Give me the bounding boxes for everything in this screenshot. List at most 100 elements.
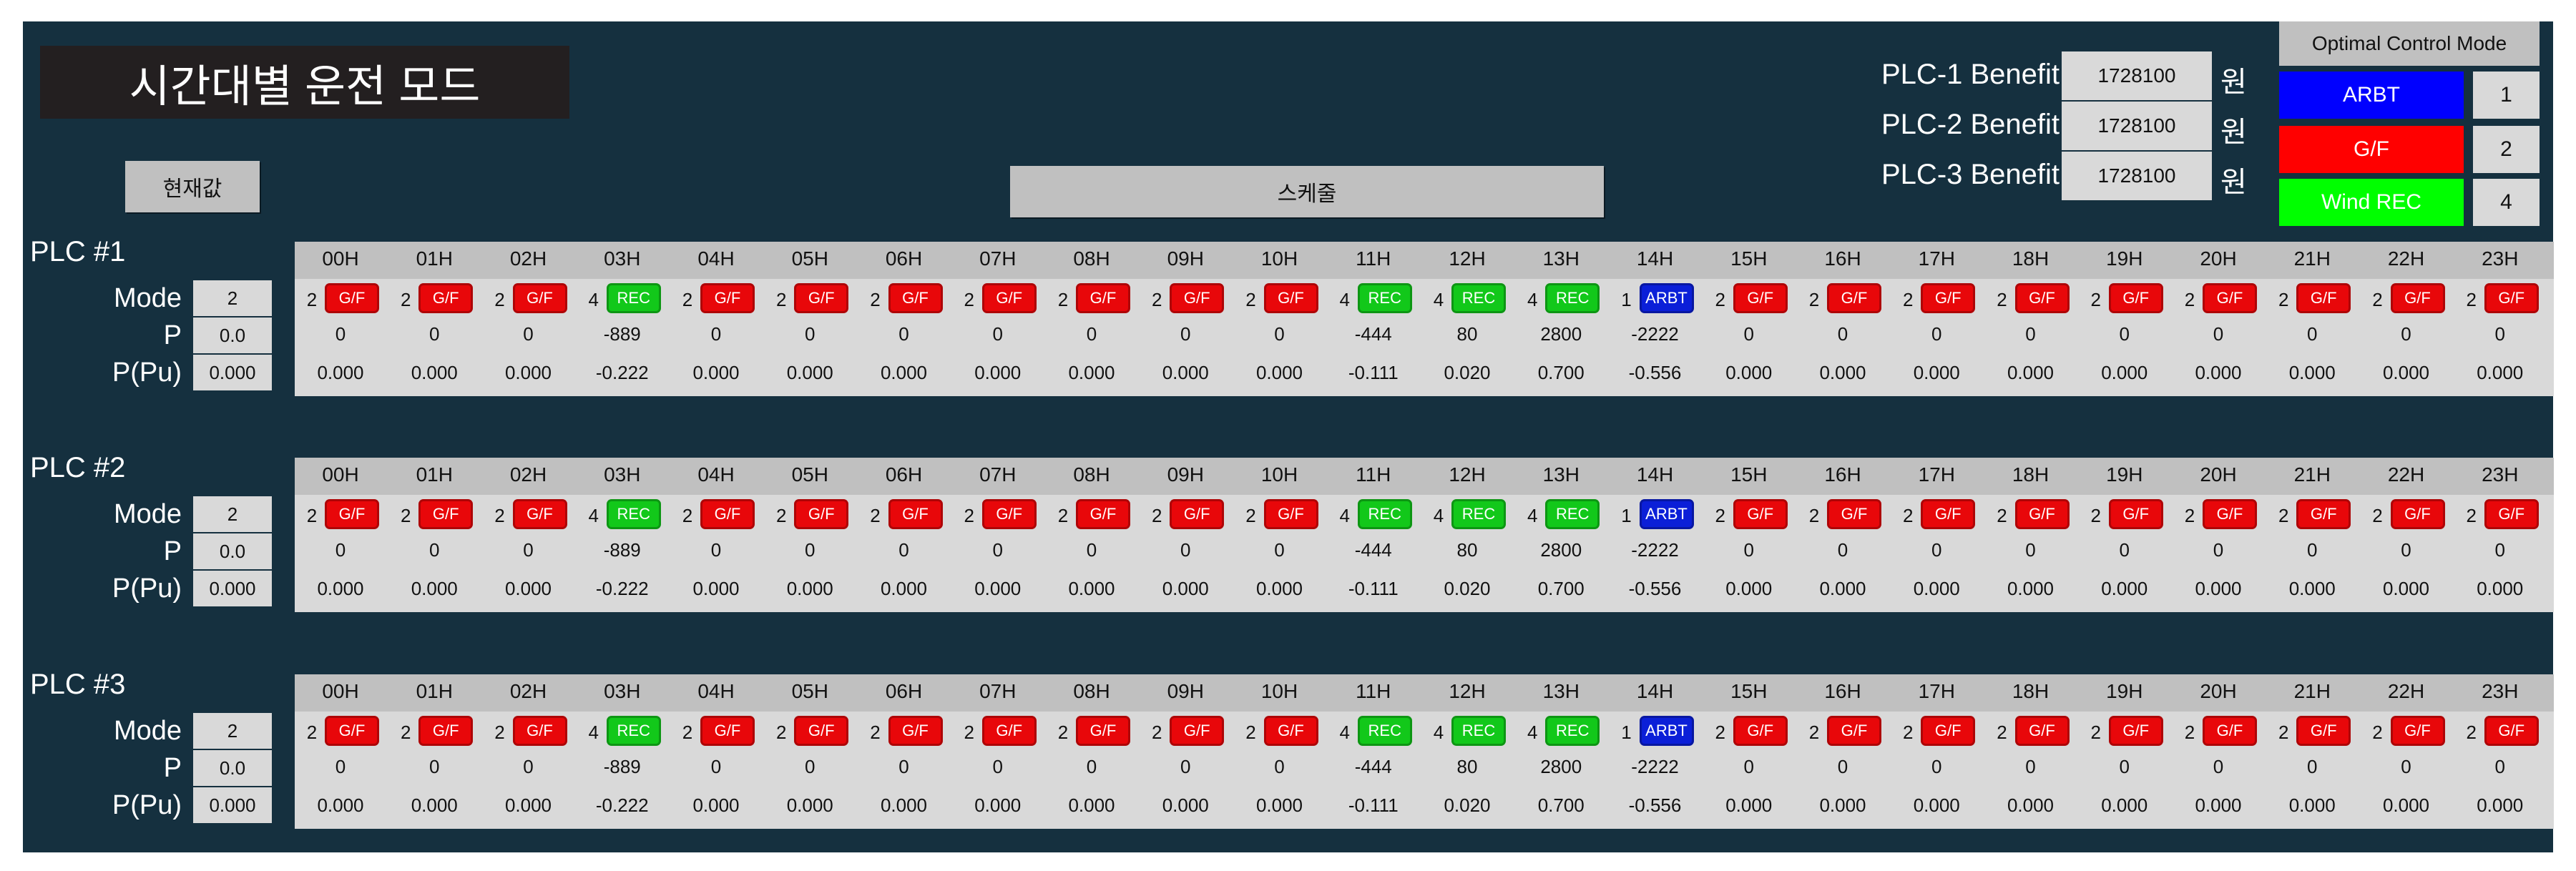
plc2-benefit-unit: 원 xyxy=(2220,117,2247,148)
mode-badge-gf[interactable]: G/F xyxy=(418,499,474,529)
mode-badge-gf[interactable]: G/F xyxy=(2014,283,2070,313)
hour-label: 15H xyxy=(1730,247,1768,270)
mode-badge-gf[interactable]: G/F xyxy=(1076,283,1130,313)
mode-badge-rec[interactable]: REC xyxy=(1545,499,1600,529)
hour-label: 19H xyxy=(2106,247,2143,270)
mode-badge-gf[interactable]: G/F xyxy=(981,716,1037,746)
mode-badge-gf[interactable]: G/F xyxy=(700,499,755,529)
mode-badge-gf[interactable]: G/F xyxy=(325,283,379,313)
mode-badge-arbt[interactable]: ARBT xyxy=(1639,499,1694,529)
ppu-value: 0.000 xyxy=(880,794,928,816)
mode-badge-gf[interactable]: G/F xyxy=(1170,499,1225,529)
mode-badge-gf[interactable]: G/F xyxy=(512,283,567,313)
mode-badge-gf[interactable]: G/F xyxy=(1263,499,1318,529)
current-mode-value: 2 xyxy=(193,280,272,316)
mode-badge-gf[interactable]: G/F xyxy=(1170,716,1225,746)
schedule-grid xyxy=(295,712,2554,829)
mode-badge-gf[interactable]: G/F xyxy=(1827,499,1881,529)
mode-badge-gf[interactable]: G/F xyxy=(1076,499,1130,529)
mode-badge-rec[interactable]: REC xyxy=(606,499,661,529)
mode-badge-gf[interactable]: G/F xyxy=(1733,716,1788,746)
mode-badge-gf[interactable]: G/F xyxy=(2108,283,2163,313)
mode-badge-arbt[interactable]: ARBT xyxy=(1639,283,1694,313)
mode-badge-gf[interactable]: G/F xyxy=(2390,499,2445,529)
mode-badge-gf[interactable]: G/F xyxy=(888,716,943,746)
ppu-value: -0.222 xyxy=(595,794,649,816)
mode-badge-gf[interactable]: G/F xyxy=(512,716,567,746)
mode-badge-gf[interactable]: G/F xyxy=(2390,716,2445,746)
mode-badge-gf[interactable]: G/F xyxy=(2484,716,2539,746)
p-value: 0 xyxy=(1180,539,1191,561)
mode-badge-gf[interactable]: G/F xyxy=(2203,499,2257,529)
mode-badge-rec[interactable]: REC xyxy=(1357,716,1412,746)
mode-number: 1 xyxy=(1621,505,1632,526)
mode-badge-gf[interactable]: G/F xyxy=(1827,716,1881,746)
mode-badge-rec[interactable]: REC xyxy=(1451,283,1506,313)
mode-badge-rec[interactable]: REC xyxy=(1545,283,1600,313)
p-value: 80 xyxy=(1456,323,1478,345)
ppu-value: 0.000 xyxy=(2195,578,2242,599)
plc3-benefit-value: 1728100 xyxy=(2062,152,2212,200)
mode-badge-gf[interactable]: G/F xyxy=(2203,716,2257,746)
p-value: 0 xyxy=(805,539,816,561)
mode-badge-gf[interactable]: G/F xyxy=(2014,499,2070,529)
mode-badge-gf[interactable]: G/F xyxy=(2296,716,2351,746)
mode-badge-gf[interactable]: G/F xyxy=(1733,499,1788,529)
p-value: 0 xyxy=(523,756,534,777)
mode-badge-gf[interactable]: G/F xyxy=(794,499,849,529)
ppu-value: -0.556 xyxy=(1628,578,1682,599)
mode-badge-arbt[interactable]: ARBT xyxy=(1639,716,1694,746)
mode-badge-gf[interactable]: G/F xyxy=(888,499,943,529)
mode-badge-gf[interactable]: G/F xyxy=(2296,499,2351,529)
mode-number: 2 xyxy=(1152,505,1162,526)
mode-badge-gf[interactable]: G/F xyxy=(1263,283,1318,313)
mode-row-label: Mode xyxy=(113,716,182,746)
mode-badge-gf[interactable]: G/F xyxy=(512,499,567,529)
mode-badge-rec[interactable]: REC xyxy=(1451,499,1506,529)
mode-badge-gf[interactable]: G/F xyxy=(1921,716,1976,746)
mode-badge-gf[interactable]: G/F xyxy=(418,283,474,313)
mode-badge-gf[interactable]: G/F xyxy=(888,283,943,313)
mode-badge-rec[interactable]: REC xyxy=(1357,499,1412,529)
hour-label: 23H xyxy=(2482,247,2519,270)
mode-badge-rec[interactable]: REC xyxy=(1357,283,1412,313)
mode-badge-gf[interactable]: G/F xyxy=(981,499,1037,529)
current-value-button[interactable]: 현재값 xyxy=(125,161,260,212)
mode-badge-gf[interactable]: G/F xyxy=(418,716,474,746)
ppu-value: 0.000 xyxy=(1255,794,1303,816)
mode-badge-gf[interactable]: G/F xyxy=(1263,716,1318,746)
mode-badge-gf[interactable]: G/F xyxy=(794,716,849,746)
mode-badge-gf[interactable]: G/F xyxy=(2108,499,2163,529)
ppu-value: 0.000 xyxy=(504,362,552,383)
mode-badge-rec[interactable]: REC xyxy=(606,283,661,313)
hour-label: 10H xyxy=(1260,463,1298,486)
mode-badge-gf[interactable]: G/F xyxy=(1921,283,1976,313)
mode-number: 2 xyxy=(2372,289,2383,310)
mode-badge-gf[interactable]: G/F xyxy=(1076,716,1130,746)
mode-badge-rec[interactable]: REC xyxy=(1545,716,1600,746)
mode-badge-gf[interactable]: G/F xyxy=(700,716,755,746)
mode-badge-gf[interactable]: G/F xyxy=(325,499,379,529)
mode-badge-rec[interactable]: REC xyxy=(1451,716,1506,746)
mode-badge-gf[interactable]: G/F xyxy=(700,283,755,313)
mode-badge-rec[interactable]: REC xyxy=(606,716,661,746)
mode-badge-gf[interactable]: G/F xyxy=(2484,499,2539,529)
mode-badge-gf[interactable]: G/F xyxy=(2108,716,2163,746)
mode-badge-gf[interactable]: G/F xyxy=(1921,499,1976,529)
mode-badge-gf[interactable]: G/F xyxy=(981,283,1037,313)
p-value: 0 xyxy=(2119,539,2130,561)
mode-badge-gf[interactable]: G/F xyxy=(2484,283,2539,313)
p-value: 0 xyxy=(1086,756,1097,777)
p-value: 0 xyxy=(2213,756,2224,777)
mode-badge-gf[interactable]: G/F xyxy=(1827,283,1881,313)
mode-badge-gf[interactable]: G/F xyxy=(2014,716,2070,746)
mode-number: 2 xyxy=(1997,722,2007,743)
mode-badge-gf[interactable]: G/F xyxy=(2390,283,2445,313)
mode-badge-gf[interactable]: G/F xyxy=(1170,283,1225,313)
mode-badge-gf[interactable]: G/F xyxy=(2203,283,2257,313)
mode-badge-gf[interactable]: G/F xyxy=(2296,283,2351,313)
mode-badge-gf[interactable]: G/F xyxy=(794,283,849,313)
schedule-button[interactable]: 스케줄 xyxy=(1010,166,1604,217)
mode-badge-gf[interactable]: G/F xyxy=(1733,283,1788,313)
mode-badge-gf[interactable]: G/F xyxy=(325,716,379,746)
